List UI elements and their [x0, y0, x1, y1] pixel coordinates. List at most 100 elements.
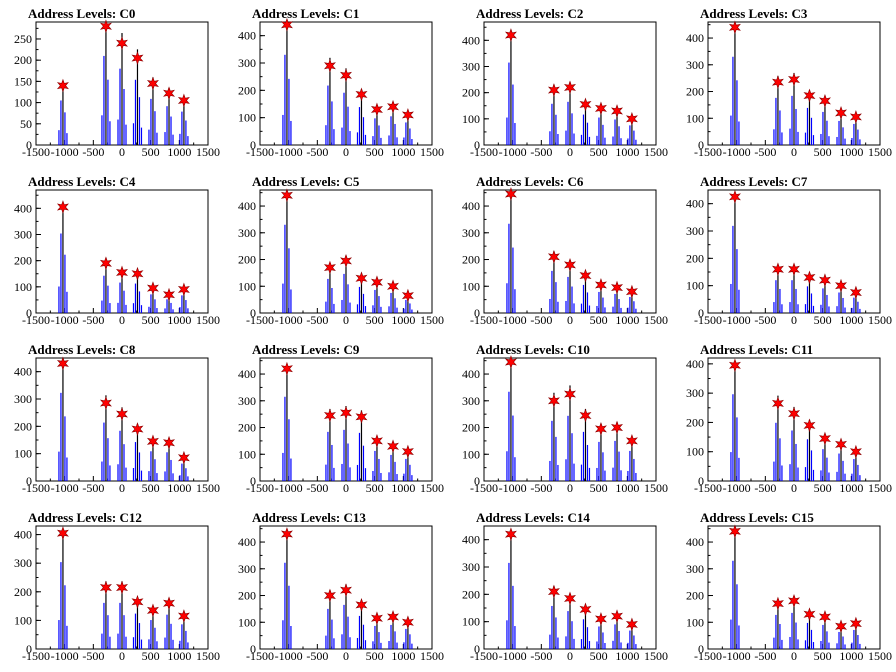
x-tick-label: 0 — [343, 481, 349, 495]
x-tick-label: 1000 — [167, 313, 191, 327]
peak-marker — [564, 591, 576, 606]
peak-marker — [611, 104, 624, 118]
chart-title: Address Levels: C5 — [252, 174, 360, 189]
peak-marker — [579, 408, 592, 423]
peak-marker — [818, 609, 831, 624]
x-tick-label: -1500 — [22, 313, 50, 327]
y-tick-label: 300 — [238, 56, 256, 70]
y-tick-label: 100 — [686, 615, 704, 629]
y-tick-label: 300 — [462, 560, 480, 574]
peak-marker — [323, 588, 336, 603]
y-tick-label: 300 — [686, 386, 704, 400]
chart-title: Address Levels: C14 — [476, 510, 590, 525]
peak-marker — [594, 101, 607, 116]
peak-marker — [504, 527, 517, 542]
peak-marker — [370, 433, 383, 448]
peak-marker — [177, 450, 190, 465]
chart-panel-3: Address Levels: C3 0 100 200 300 400 -1500 -100… — [686, 6, 892, 159]
x-tick-label: -500 — [82, 145, 104, 159]
y-tick-label: 200 — [14, 585, 32, 599]
peak-marker — [594, 612, 607, 626]
x-tick-label: 1500 — [420, 649, 444, 663]
x-tick-label: 0 — [343, 649, 349, 663]
chart-panel-11: Address Levels: C11 0 100 200 300 400 -1500 -10… — [686, 342, 892, 495]
x-tick-label: 1500 — [868, 313, 892, 327]
peak-marker — [728, 524, 741, 539]
x-tick-label: 1000 — [391, 481, 415, 495]
peak-marker — [788, 406, 800, 421]
x-tick-label: 0 — [567, 145, 573, 159]
chart-panel-12: Address Levels: C12 0 100 200 300 400 -1500 -10… — [14, 510, 220, 663]
y-tick-label: 400 — [14, 528, 32, 542]
y-tick-label: 300 — [686, 58, 704, 72]
peak-marker — [131, 266, 144, 281]
x-tick-label: 0 — [119, 481, 125, 495]
peak-marker — [340, 583, 352, 598]
peak-marker — [579, 602, 592, 617]
peak-marker — [564, 387, 576, 402]
y-tick-label: 300 — [14, 392, 32, 406]
x-tick-label: -1500 — [246, 313, 274, 327]
peak-marker — [788, 72, 800, 87]
y-tick-label: 300 — [14, 227, 32, 241]
peak-marker — [728, 20, 741, 35]
peak-marker — [564, 80, 576, 95]
chart-panel-8: Address Levels: C8 0 100 200 300 400 -1500 -100… — [14, 342, 220, 495]
x-tick-label: 1500 — [868, 481, 892, 495]
x-tick-label: -1000 — [723, 649, 751, 663]
peak-marker — [146, 434, 159, 449]
chart-panel-13: Address Levels: C13 0 100 200 300 400 -1500 -10… — [238, 510, 444, 663]
peak-marker — [146, 603, 159, 618]
peak-marker — [771, 262, 784, 277]
x-tick-label: 1000 — [615, 313, 639, 327]
peak-marker — [835, 619, 848, 634]
x-tick-label: 1000 — [391, 145, 415, 159]
x-tick-label: 500 — [590, 481, 608, 495]
y-tick-label: 200 — [686, 85, 704, 99]
peak-marker — [547, 584, 560, 599]
y-tick-label: 400 — [686, 535, 704, 549]
peak-marker — [401, 288, 414, 303]
peak-marker — [849, 444, 862, 459]
x-tick-label: 1500 — [644, 313, 668, 327]
y-tick-label: 50 — [20, 117, 32, 131]
chart-title: Address Levels: C12 — [28, 510, 142, 525]
chart-title: Address Levels: C13 — [252, 510, 366, 525]
peak-marker — [131, 594, 144, 609]
y-tick-label: 200 — [14, 53, 32, 67]
y-tick-label: 400 — [686, 197, 704, 211]
y-tick-label: 400 — [238, 29, 256, 43]
peak-marker — [803, 270, 816, 285]
x-tick-label: 1500 — [868, 649, 892, 663]
peak-marker — [323, 408, 336, 423]
x-tick-label: 1500 — [420, 481, 444, 495]
x-tick-label: -500 — [306, 481, 328, 495]
x-tick-label: 0 — [567, 313, 573, 327]
y-tick-label: 100 — [462, 447, 480, 461]
peak-marker — [818, 93, 831, 108]
peak-marker — [146, 281, 159, 296]
peak-marker — [728, 189, 741, 204]
y-tick-label: 0 — [698, 306, 704, 320]
x-tick-label: 500 — [814, 649, 832, 663]
y-tick-label: 400 — [238, 367, 256, 381]
y-tick-label: 250 — [14, 32, 32, 46]
x-tick-label: -1000 — [275, 649, 303, 663]
x-tick-label: -1000 — [723, 313, 751, 327]
x-tick-label: 0 — [567, 649, 573, 663]
x-tick-label: -500 — [82, 649, 104, 663]
peak-marker — [355, 87, 368, 102]
peak-marker — [163, 596, 176, 611]
x-tick-label: 1000 — [839, 145, 863, 159]
peak-marker — [504, 28, 517, 43]
x-tick-label: -500 — [754, 649, 776, 663]
y-tick-label: 0 — [250, 138, 256, 152]
y-tick-label: 0 — [250, 306, 256, 320]
x-tick-label: 1500 — [868, 145, 892, 159]
x-tick-label: -1500 — [694, 145, 722, 159]
chart-panel-2: Address Levels: C2 0 100 200 300 400 -1500 -100… — [462, 6, 668, 159]
peak-marker — [849, 616, 862, 631]
y-tick-label: 300 — [238, 562, 256, 576]
y-tick-label: 0 — [26, 642, 32, 656]
y-tick-label: 300 — [238, 394, 256, 408]
